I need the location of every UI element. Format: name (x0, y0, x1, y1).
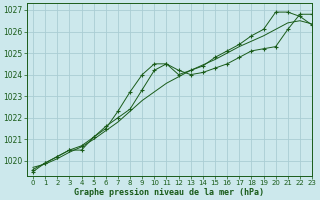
X-axis label: Graphe pression niveau de la mer (hPa): Graphe pression niveau de la mer (hPa) (75, 188, 265, 197)
